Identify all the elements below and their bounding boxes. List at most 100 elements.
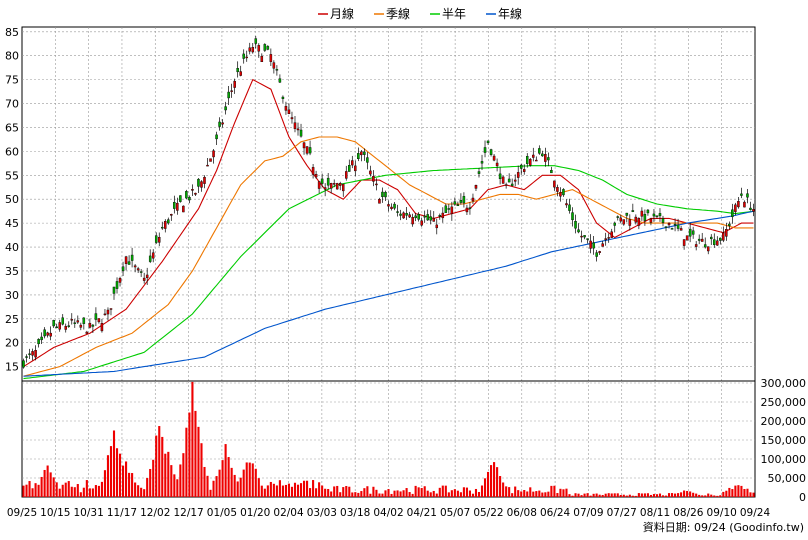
volume-bar-219 <box>683 490 686 497</box>
candle-body-114 <box>366 157 369 163</box>
candle-body-80 <box>263 44 267 51</box>
volume-bar-216 <box>674 493 677 497</box>
x-axis: 09/25 10/15 10/31 11/17 12/02 12/17 01/05 01/20… <box>7 507 771 519</box>
volume-bar-128 <box>408 492 411 497</box>
price-tick-label-8: 55 <box>5 169 19 182</box>
volume-bar-129 <box>411 493 414 497</box>
price-tick-label-1: 20 <box>5 337 19 350</box>
candle-body-212 <box>661 218 665 223</box>
volume-bar-211 <box>658 493 662 497</box>
candle-body-232 <box>722 232 725 241</box>
candle-body-185 <box>580 235 583 238</box>
candle-body-228 <box>710 236 713 240</box>
volume-bar-74 <box>245 462 248 497</box>
volume-bar-32 <box>118 453 122 497</box>
volume-bar-153 <box>483 478 487 497</box>
candle-body-187 <box>586 238 589 240</box>
candle-body-200 <box>625 212 629 216</box>
candle-body-97 <box>314 174 318 178</box>
volume-bar-232 <box>722 491 725 497</box>
volume-bar-31 <box>115 448 119 497</box>
volume-bar-89 <box>290 486 294 497</box>
volume-bar-132 <box>420 488 423 497</box>
volume-bar-202 <box>631 495 634 497</box>
volume-bar-107 <box>345 485 348 497</box>
volume-bar-172 <box>541 492 544 497</box>
candle-body-24 <box>94 313 98 320</box>
volume-bar-124 <box>396 490 399 497</box>
volume-bar-48 <box>167 451 170 497</box>
price-tick-label-13: 80 <box>5 50 19 63</box>
price-tick-label-6: 45 <box>5 217 19 230</box>
price-tick-label-11: 70 <box>5 98 19 111</box>
x-tick-label-22: 09/24 <box>740 507 771 519</box>
x-tick-label-1: 10/15 <box>40 507 70 519</box>
candle-body-242 <box>752 209 755 212</box>
candle-body-60 <box>203 176 206 184</box>
candle-body-153 <box>483 147 487 153</box>
x-tick-label-5: 12/17 <box>173 507 203 519</box>
volume-bar-114 <box>366 486 369 497</box>
volume-bar-126 <box>402 490 405 497</box>
candle-body-215 <box>670 228 674 230</box>
volume-bar-41 <box>146 478 149 497</box>
volume-bar-27 <box>103 470 107 497</box>
candle-body-22 <box>88 322 92 328</box>
volume-bar-17 <box>73 487 76 497</box>
volume-panel: 0 50,000 100,000 150,000 200,000 250,000 300,0… <box>21 377 806 504</box>
candle-body-38 <box>136 268 140 271</box>
candle-body-183 <box>574 221 577 229</box>
candle-body-157 <box>495 162 499 167</box>
candle-body-52 <box>179 195 182 202</box>
volume-bar-28 <box>106 455 110 497</box>
volume-bar-118 <box>378 493 381 497</box>
volume-bar-26 <box>100 481 103 497</box>
volume-bar-194 <box>607 493 610 497</box>
volume-bar-111 <box>357 492 360 497</box>
candle-body-109 <box>351 160 354 166</box>
candle-body-233 <box>725 229 728 237</box>
volume-bar-1 <box>25 484 28 497</box>
candlesticks <box>22 36 755 369</box>
volume-bar-198 <box>619 494 622 497</box>
volume-bar-215 <box>670 493 674 497</box>
candle-body-240 <box>746 193 749 198</box>
x-tick-label-15: 06/08 <box>507 507 537 519</box>
volume-bar-12 <box>58 488 61 497</box>
volume-bar-54 <box>185 427 188 497</box>
volume-bar-147 <box>465 487 468 497</box>
volume-bar-225 <box>701 495 704 497</box>
volume-bar-52 <box>179 464 182 497</box>
volume-bar-175 <box>550 485 553 497</box>
volume-bar-226 <box>704 495 707 497</box>
volume-bar-148 <box>468 490 472 497</box>
volume-bar-15 <box>67 481 70 497</box>
candle-body-87 <box>284 105 288 111</box>
volume-bar-98 <box>318 482 321 497</box>
volume-bar-90 <box>293 482 297 497</box>
candle-body-101 <box>326 177 330 186</box>
candle-body-192 <box>601 243 604 247</box>
x-tick-label-13: 05/07 <box>440 507 470 519</box>
candle-body-201 <box>628 219 632 226</box>
candle-body-225 <box>700 238 704 242</box>
legend: 月線 季線 半年 年線 <box>318 6 522 21</box>
volume-bar-188 <box>589 495 592 497</box>
volume-bar-199 <box>622 494 625 497</box>
candle-body-189 <box>592 242 595 249</box>
ma-line-half <box>23 165 754 380</box>
x-tick-label-0: 09/25 <box>7 507 37 519</box>
candle-body-28 <box>106 309 110 315</box>
volume-bar-13 <box>61 484 64 497</box>
candle-body-210 <box>655 215 659 217</box>
candle-body-61 <box>206 164 209 167</box>
candle-body-11 <box>55 326 58 329</box>
volume-bar-149 <box>471 493 475 497</box>
candle-body-2 <box>28 353 31 355</box>
volume-bar-40 <box>143 489 146 497</box>
volume-bar-186 <box>583 493 586 497</box>
volume-bar-235 <box>731 489 734 497</box>
candle-body-64 <box>215 134 218 140</box>
price-tick-label-12: 75 <box>5 74 19 87</box>
